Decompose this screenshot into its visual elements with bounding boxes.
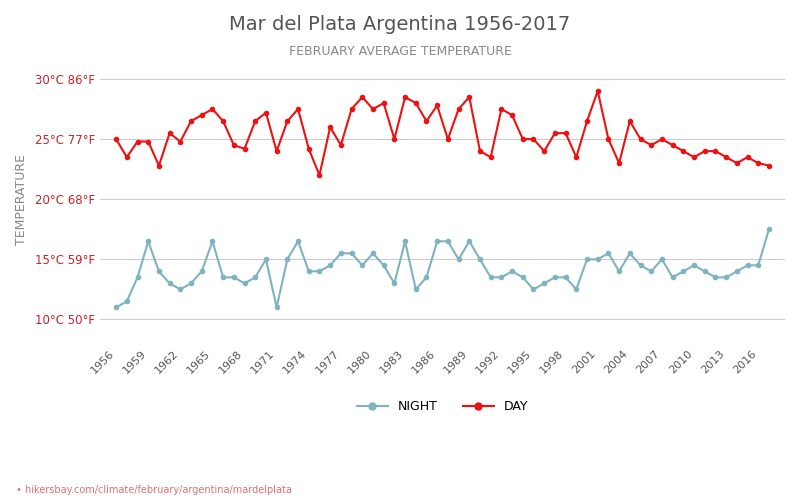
Legend: NIGHT, DAY: NIGHT, DAY [351, 395, 534, 418]
Y-axis label: TEMPERATURE: TEMPERATURE [15, 154, 28, 244]
Text: FEBRUARY AVERAGE TEMPERATURE: FEBRUARY AVERAGE TEMPERATURE [289, 45, 511, 58]
Text: • hikersbay.com/climate/february/argentina/mardelplata: • hikersbay.com/climate/february/argenti… [16, 485, 292, 495]
Text: Mar del Plata Argentina 1956-2017: Mar del Plata Argentina 1956-2017 [230, 15, 570, 34]
